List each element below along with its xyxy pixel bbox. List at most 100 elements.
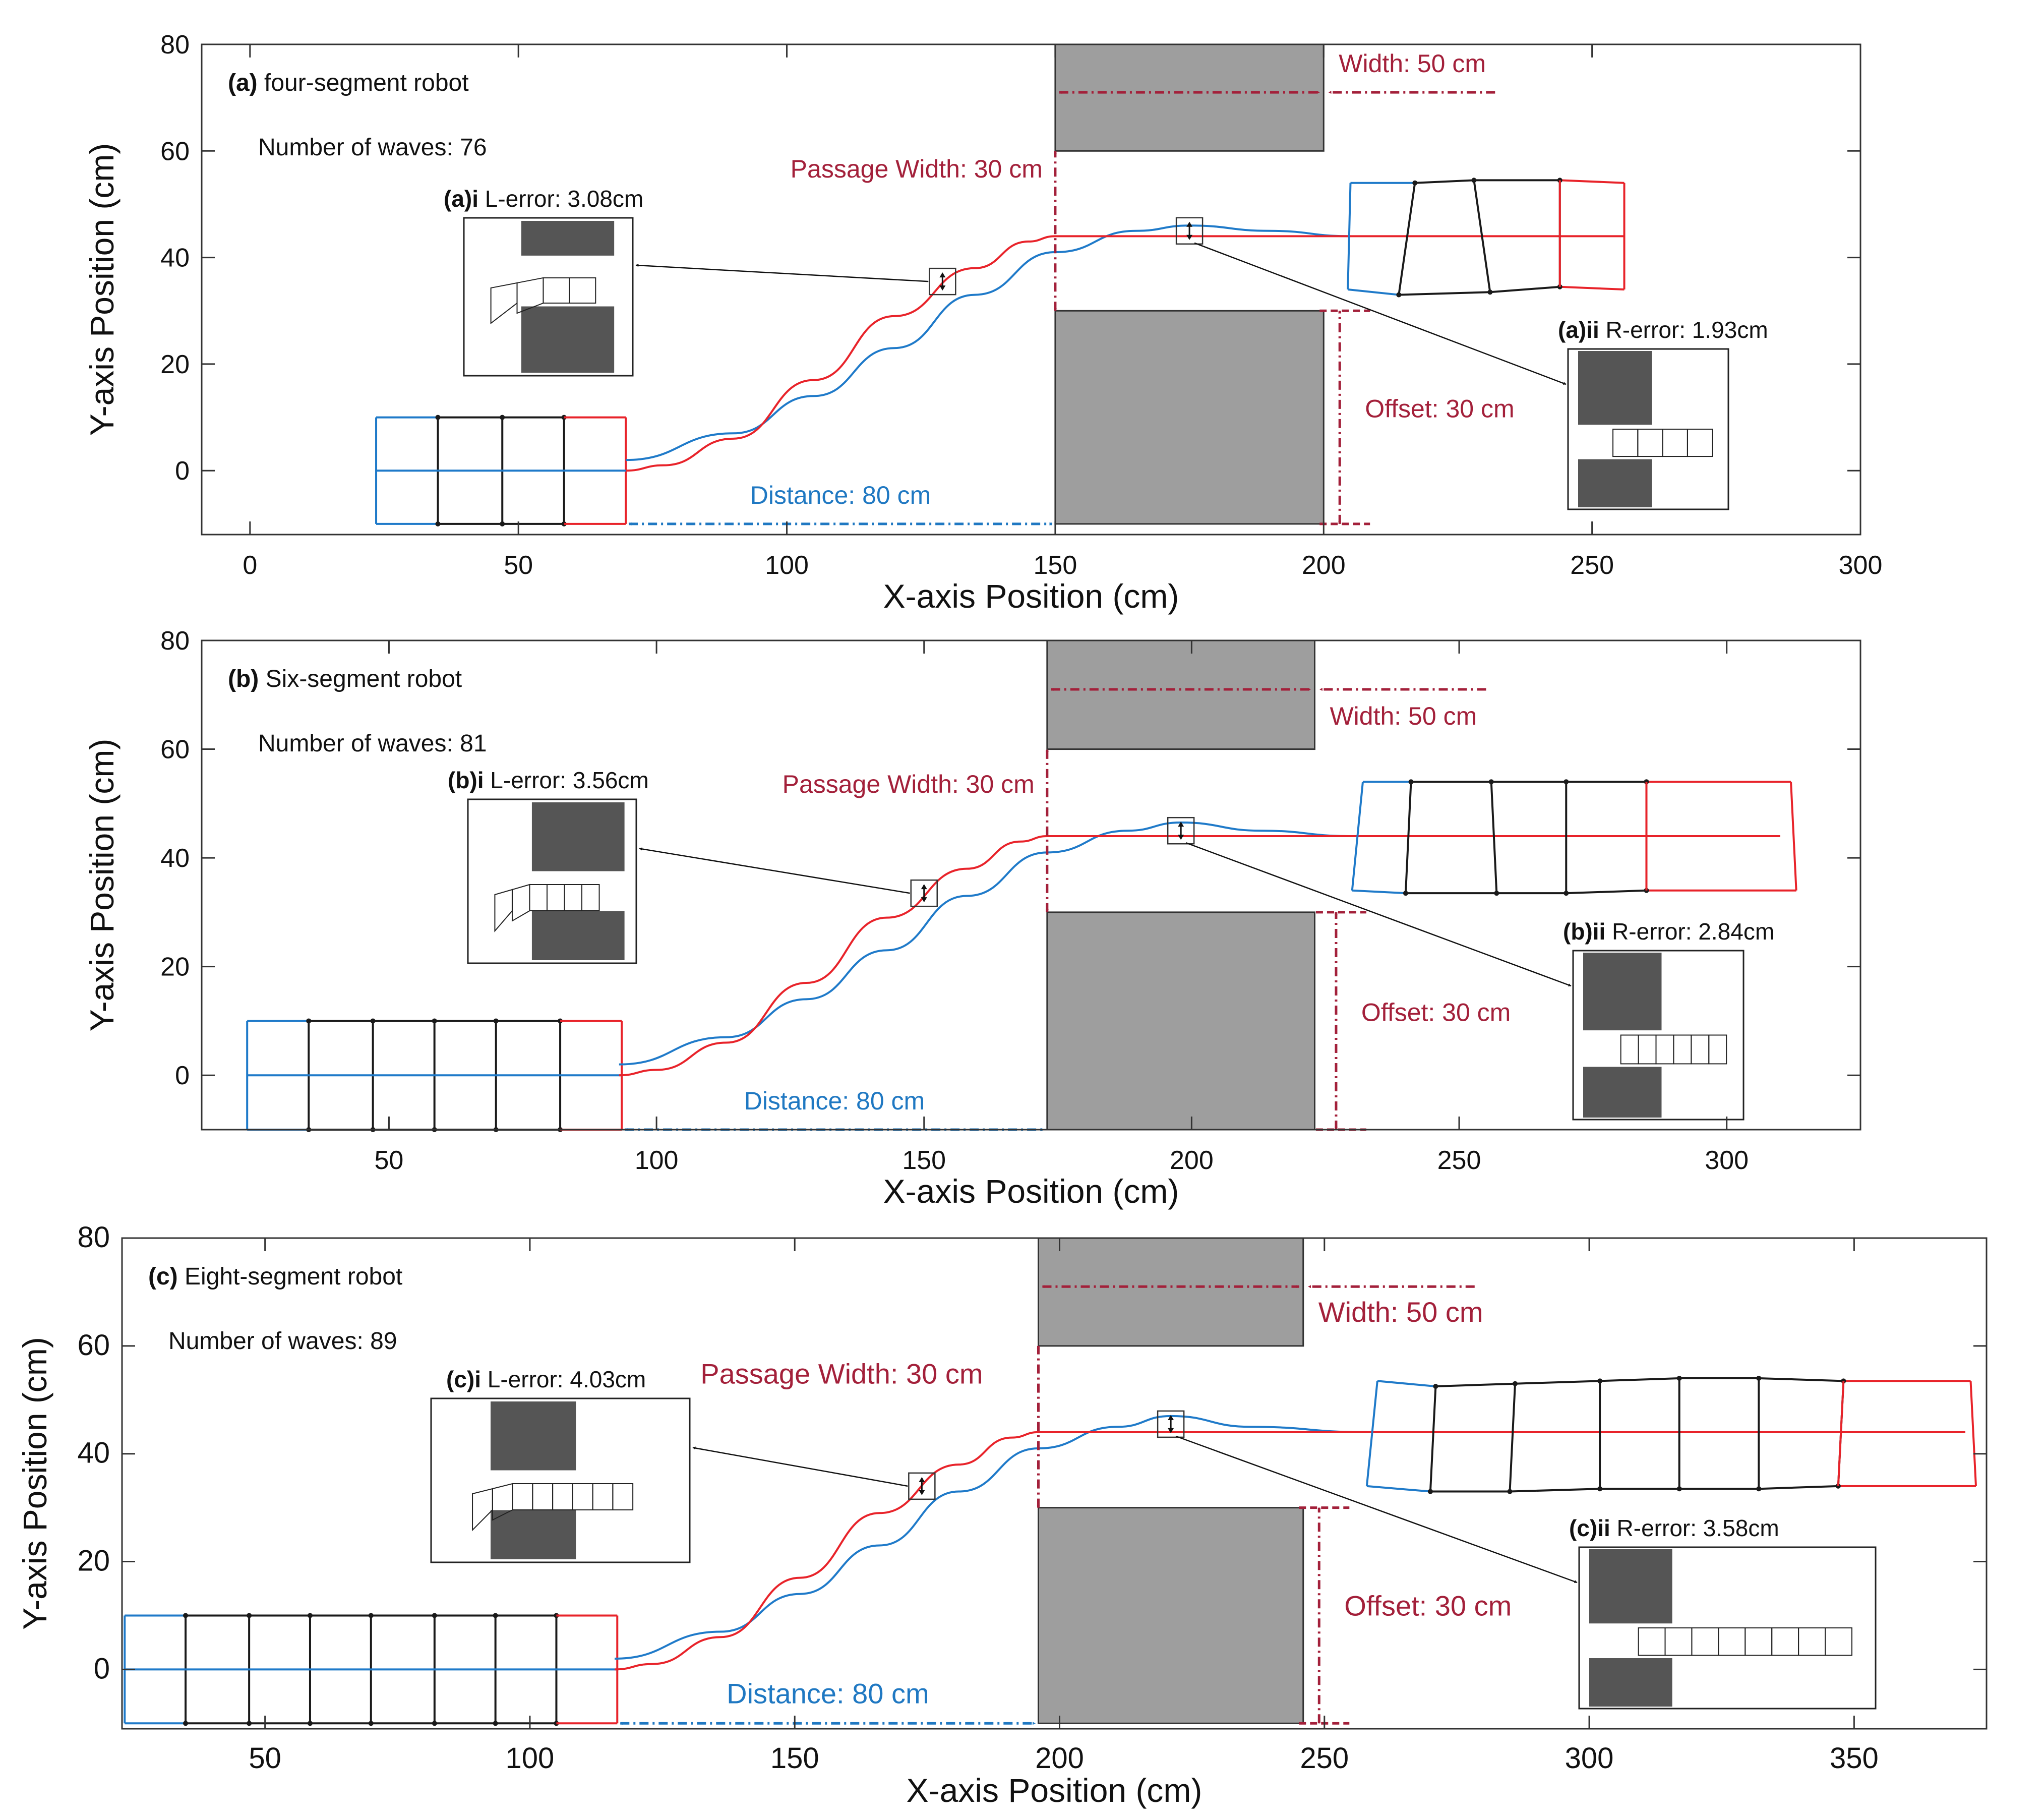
r-error-title: (a)ii R-error: 1.93cm xyxy=(1558,317,1768,343)
r-error-id: (c)ii xyxy=(1569,1515,1610,1541)
y-tick-label: 60 xyxy=(160,735,190,765)
robot-end-joint xyxy=(1509,1383,1516,1492)
x-tick-label: 250 xyxy=(1300,1742,1349,1775)
r-error-inset-obstacle xyxy=(1583,1067,1662,1118)
passage-width-label: Passage Width: 30 cm xyxy=(783,770,1035,798)
obstacle-top xyxy=(1037,1237,1304,1347)
l-error-value: 4.03cm xyxy=(564,1366,646,1392)
panel-label: (c) xyxy=(148,1263,178,1290)
y-tick-label: 20 xyxy=(160,953,190,982)
robot-end-tail xyxy=(1347,183,1352,290)
waves-label: Number of waves: xyxy=(168,1328,364,1355)
panel-title: (b) Six-segment robot xyxy=(228,666,462,692)
robot-end-edge xyxy=(1435,1382,1516,1388)
waves-value: 81 xyxy=(453,730,487,757)
robot-end-node xyxy=(1756,1376,1762,1381)
waves-label: Number of waves: xyxy=(258,730,453,757)
x-tick-label: 150 xyxy=(1034,551,1077,580)
r-error-inset-segment xyxy=(1825,1627,1852,1656)
robot-end-node xyxy=(1676,1486,1682,1492)
robot-end-joint xyxy=(1473,180,1491,292)
x-tick-label: 50 xyxy=(249,1742,281,1775)
x-tick-label: 200 xyxy=(1035,1742,1084,1775)
robot-end-head-joint xyxy=(1837,1381,1845,1486)
l-error-inset-obstacle xyxy=(531,802,625,871)
robot-end-node xyxy=(1396,292,1402,298)
r-error-value: 3.58cm xyxy=(1697,1515,1779,1541)
panel-title-text: four-segment robot xyxy=(258,70,469,96)
robot-end-edge xyxy=(1352,889,1406,895)
panel-a: Passage Width: 30 cm Width: 50 cm Offset: … xyxy=(83,30,1882,615)
l-error-title: (c)i L-error: 4.03cm xyxy=(446,1366,646,1392)
robot-end-node xyxy=(1412,180,1418,186)
robot-end-edge xyxy=(1415,179,1474,184)
l-error-inset xyxy=(463,217,634,377)
robot-end-node xyxy=(1597,1486,1603,1492)
robot-start xyxy=(124,1613,619,1726)
obstacle-bottom xyxy=(1037,1507,1304,1724)
robot-start xyxy=(246,1018,623,1132)
x-axis-label: X-axis Position (cm) xyxy=(883,1173,1179,1210)
y-tick-label: 20 xyxy=(160,350,190,379)
l-error-marker xyxy=(908,1472,936,1500)
r-error-text: R-error: xyxy=(1605,918,1692,945)
l-error-inset-obstacle xyxy=(521,306,615,373)
width-label: Width: 50 cm xyxy=(1318,1296,1483,1328)
y-tick-label: 80 xyxy=(160,30,190,60)
robot-end-edge xyxy=(1515,1380,1600,1385)
robot-end-head xyxy=(1790,782,1797,891)
robot-end-node xyxy=(1756,1486,1762,1492)
panel-b: Passage Width: 30 cm Width: 50 cm Offset: … xyxy=(83,626,1861,1210)
y-tick-label: 80 xyxy=(77,1221,110,1254)
l-error-inset xyxy=(467,798,637,964)
x-tick-label: 200 xyxy=(1302,551,1346,580)
robot-end xyxy=(1347,178,1626,298)
robot-end-joint xyxy=(1429,1386,1437,1492)
offset-label: Offset: 30 cm xyxy=(1361,998,1511,1026)
panel-title-text: Eight-segment robot xyxy=(178,1263,403,1290)
x-tick-label: 0 xyxy=(243,551,257,580)
x-tick-label: 300 xyxy=(1705,1146,1749,1175)
plot-frame xyxy=(201,639,1861,1131)
robot-end-edge xyxy=(1566,889,1647,895)
r-error-inset-segment xyxy=(1687,429,1713,457)
r-error-text: R-error: xyxy=(1599,317,1686,343)
r-error-title: (c)ii R-error: 3.58cm xyxy=(1569,1515,1779,1541)
robot-end-edge xyxy=(1510,1488,1600,1493)
robot-end-edge xyxy=(1347,288,1399,296)
y-tick-label: 0 xyxy=(175,456,190,486)
robot-end xyxy=(1365,1376,1977,1494)
l-error-text: L-error: xyxy=(478,186,561,212)
x-tick-label: 300 xyxy=(1565,1742,1614,1775)
robot-end-node xyxy=(1564,779,1569,785)
panel-label: (b) xyxy=(228,666,259,692)
r-error-inset-obstacle xyxy=(1589,1549,1672,1624)
l-error-inset-obstacle xyxy=(490,1510,576,1559)
panel-c: Passage Width: 30 cm Width: 50 cm Offset: … xyxy=(16,1221,1988,1809)
y-tick-label: 40 xyxy=(160,844,190,873)
width-label: Width: 50 cm xyxy=(1330,702,1477,730)
robot-end-node xyxy=(1512,1381,1518,1386)
panel-title: (a) four-segment robot xyxy=(228,70,469,96)
l-error-text: L-error: xyxy=(484,767,567,793)
x-tick-label: 300 xyxy=(1839,551,1883,580)
x-tick-label: 250 xyxy=(1570,551,1614,580)
r-error-inset-obstacle xyxy=(1578,351,1652,425)
l-error-inset-segment xyxy=(569,277,596,304)
path-red xyxy=(626,235,1625,472)
y-axis-label: Y-axis Position (cm) xyxy=(16,1337,53,1630)
x-tick-label: 100 xyxy=(765,551,809,580)
robot-end-edge xyxy=(1759,1377,1844,1382)
r-error-marker xyxy=(1167,816,1195,845)
robot-end-joint xyxy=(1490,782,1498,894)
l-error-title: (b)i L-error: 3.56cm xyxy=(448,767,649,793)
x-tick-label: 100 xyxy=(635,1146,679,1175)
panel-title: (c) Eight-segment robot xyxy=(148,1263,402,1290)
x-tick-label: 50 xyxy=(375,1146,404,1175)
x-tick-label: 200 xyxy=(1170,1146,1214,1175)
robot-end-tail xyxy=(1365,1381,1378,1487)
x-tick-label: 150 xyxy=(902,1146,946,1175)
width-label: Width: 50 cm xyxy=(1339,49,1486,78)
l-error-glyph xyxy=(919,1477,925,1495)
